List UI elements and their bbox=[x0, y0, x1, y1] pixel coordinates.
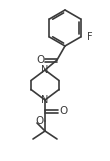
Text: O: O bbox=[35, 116, 43, 126]
Text: N: N bbox=[41, 95, 49, 105]
Text: N: N bbox=[41, 65, 49, 75]
Text: O: O bbox=[36, 55, 44, 65]
Text: F: F bbox=[87, 32, 92, 42]
Text: O: O bbox=[59, 106, 67, 116]
